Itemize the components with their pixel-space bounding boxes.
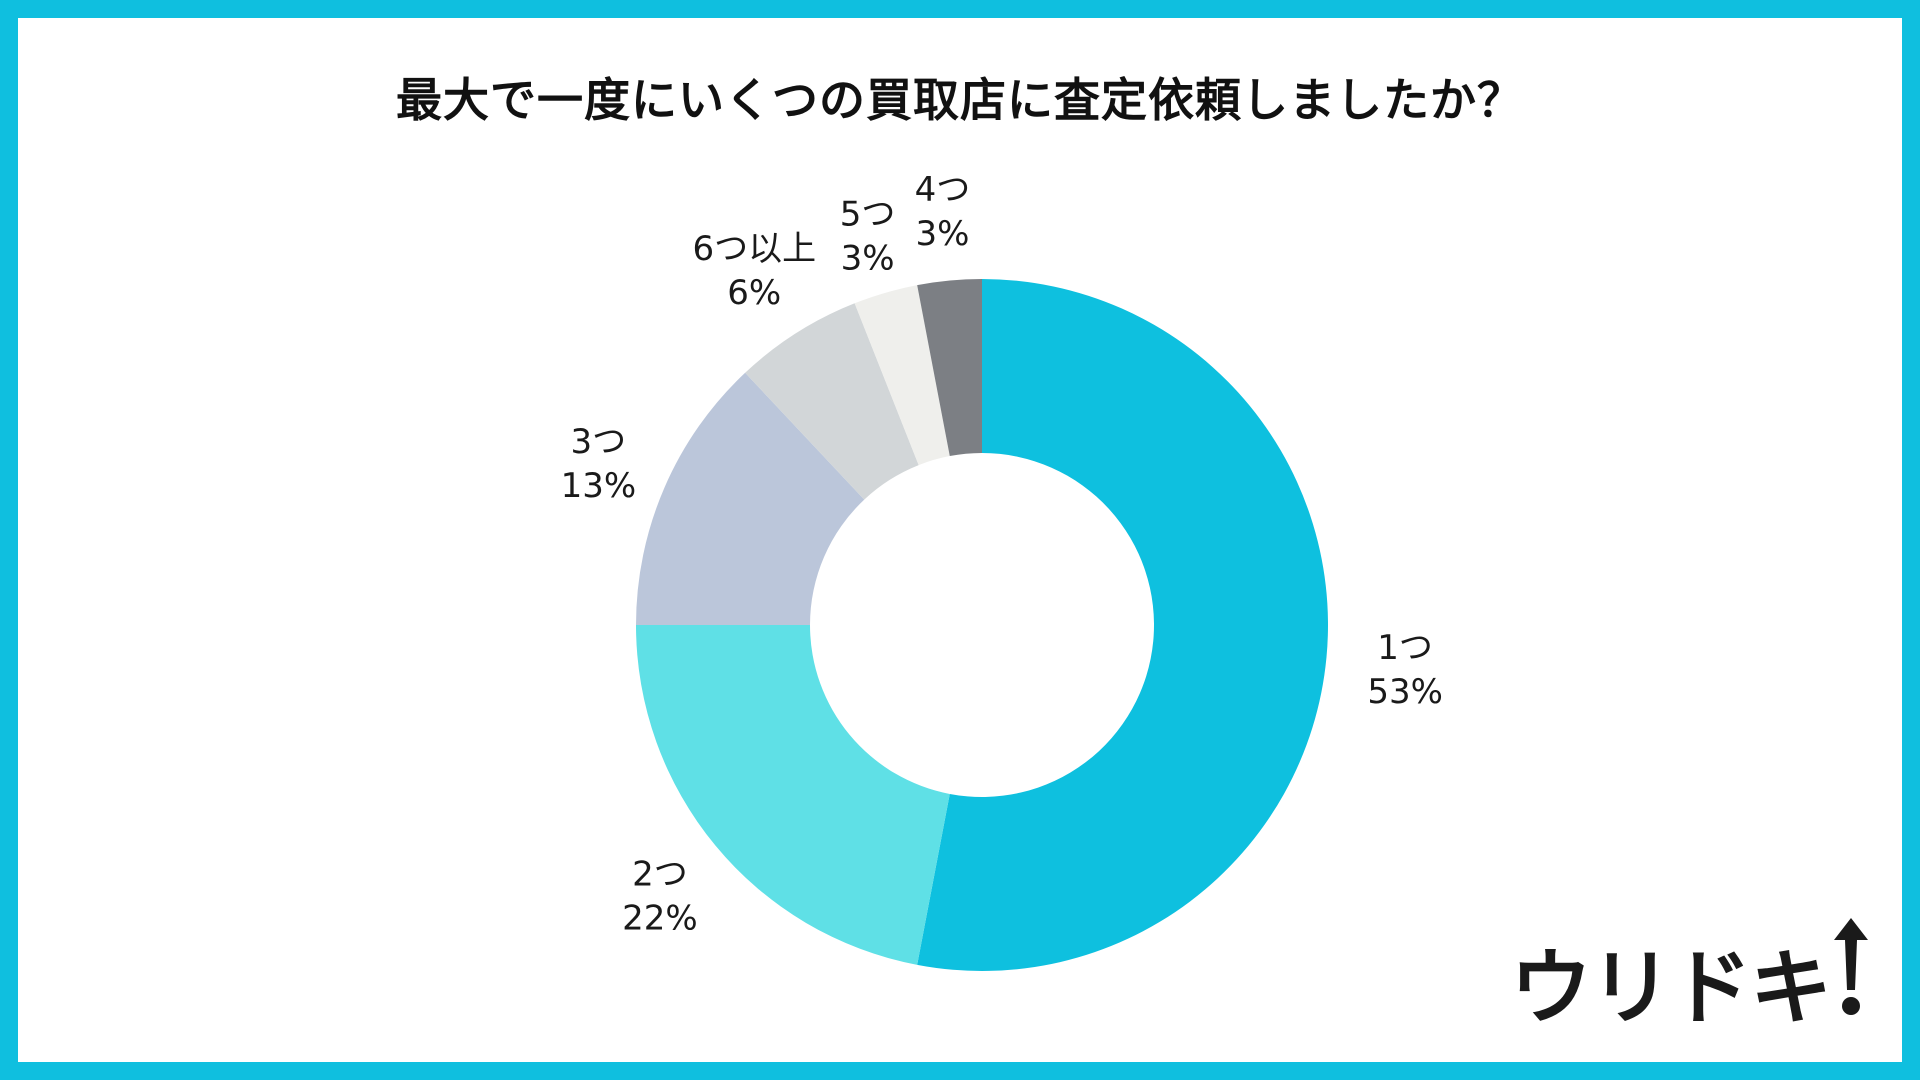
slice-value-label: 22% bbox=[622, 898, 698, 938]
slice-value-label: 13% bbox=[561, 466, 637, 506]
slice-label: 5つ bbox=[840, 194, 896, 234]
donut-slice bbox=[636, 625, 950, 965]
donut-slice bbox=[854, 285, 950, 466]
slice-value-label: 3% bbox=[915, 214, 969, 254]
donut-slice bbox=[917, 279, 982, 457]
slice-value-label: 53% bbox=[1367, 672, 1443, 712]
brand-logo: ウリドキ bbox=[1510, 918, 1868, 1030]
donut-slice bbox=[917, 279, 1329, 971]
slice-label: 3つ bbox=[571, 422, 627, 462]
donut-slice bbox=[636, 372, 865, 625]
slice-value-label: 6% bbox=[727, 273, 781, 313]
chart-title: 最大で一度にいくつの買取店に査定依頼しましたか？ bbox=[396, 73, 1524, 127]
donut-slice bbox=[745, 303, 919, 500]
slice-label: 6つ以上 bbox=[692, 229, 816, 269]
slice-label: 1つ bbox=[1377, 628, 1433, 668]
brand-logo-text: ウリドキ bbox=[1509, 941, 1832, 1036]
slice-label: 4つ bbox=[915, 170, 971, 210]
slice-label: 2つ bbox=[632, 854, 688, 894]
slice-value-label: 3% bbox=[841, 238, 895, 278]
up-arrow-icon bbox=[1834, 918, 1868, 1022]
